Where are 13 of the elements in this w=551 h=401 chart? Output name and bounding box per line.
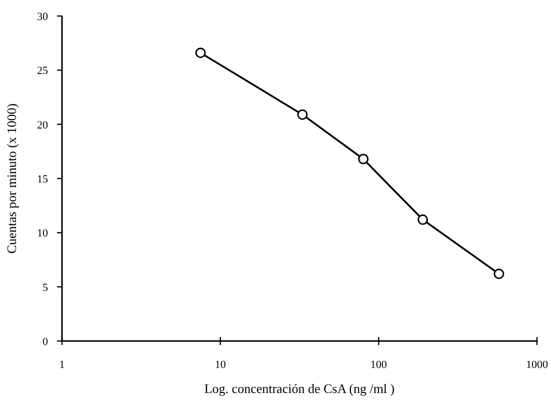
x-axis-title: Log. concentración de CsA (ng /ml ) [204, 381, 395, 396]
x-tick-label: 100 [370, 359, 388, 371]
x-tick-label: 1000 [526, 359, 548, 371]
y-tick-label: 15 [37, 174, 48, 186]
y-tick-label: 20 [37, 119, 48, 132]
y-tick-label: 0 [42, 336, 48, 348]
y-axis-title: Cuentas por minuto (x 1000) [4, 103, 19, 254]
y-tick-label: 5 [42, 282, 48, 294]
y-tick-label: 25 [37, 65, 48, 78]
y-tick-label: 10 [37, 228, 48, 240]
x-tick-label: 1 [59, 359, 65, 371]
x-tick-label: 10 [214, 359, 226, 371]
y-tick-label: 30 [37, 11, 48, 23]
